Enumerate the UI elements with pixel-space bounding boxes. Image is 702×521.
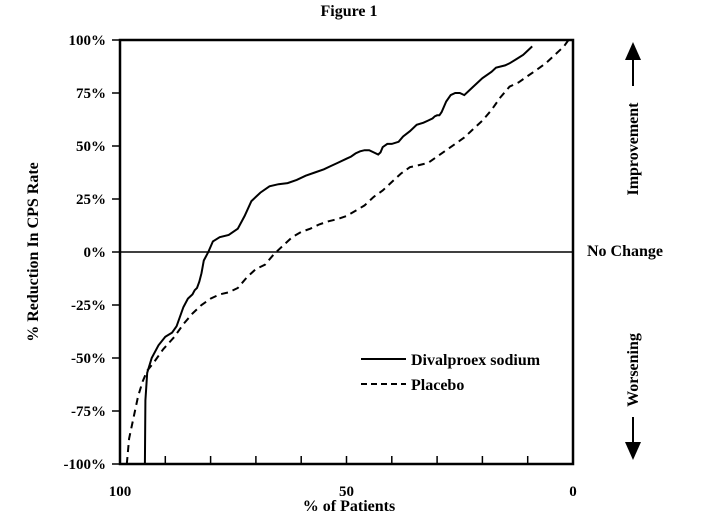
x-axis-title: % of Patients [303, 498, 395, 515]
legend: Divalproex sodium Placebo [361, 352, 541, 394]
no-change-label: No Change [587, 243, 663, 260]
y-axis-ticks: 100% 75% 50% 25% 0% -25% -50% -75% -100% [64, 33, 120, 473]
improvement-label: Improvement [625, 102, 642, 196]
legend-label-divalproex-sodium: Divalproex sodium [411, 352, 541, 369]
x-tick-label: 100 [109, 484, 132, 500]
worsening-label: Worsening [625, 333, 642, 407]
x-axis-ticks: 100 50 0 [109, 456, 577, 500]
improvement-annotation: Improvement [625, 42, 642, 196]
chart-title: Figure 1 [320, 3, 377, 20]
y-tick-label: 0% [84, 245, 107, 261]
series-line-placebo [125, 39, 570, 465]
y-tick-label: 75% [76, 86, 106, 102]
y-axis-title: % Reduction In CPS Rate [25, 162, 42, 342]
legend-label-placebo: Placebo [411, 377, 464, 394]
x-tick-label: 0 [569, 484, 577, 500]
y-tick-label: -100% [64, 457, 107, 473]
y-tick-label: 100% [69, 33, 107, 49]
x-tick-label: 50 [339, 484, 354, 500]
worsening-arrow-icon [625, 442, 641, 460]
y-tick-label: -50% [71, 351, 106, 367]
worsening-annotation: Worsening [625, 333, 642, 460]
y-tick-label: 25% [76, 192, 106, 208]
improvement-arrow-icon [625, 42, 641, 60]
y-tick-label: -25% [71, 298, 106, 314]
y-tick-label: -75% [71, 404, 106, 420]
series-line-divalproex-sodium [143, 45, 533, 465]
y-tick-label: 50% [76, 139, 106, 155]
